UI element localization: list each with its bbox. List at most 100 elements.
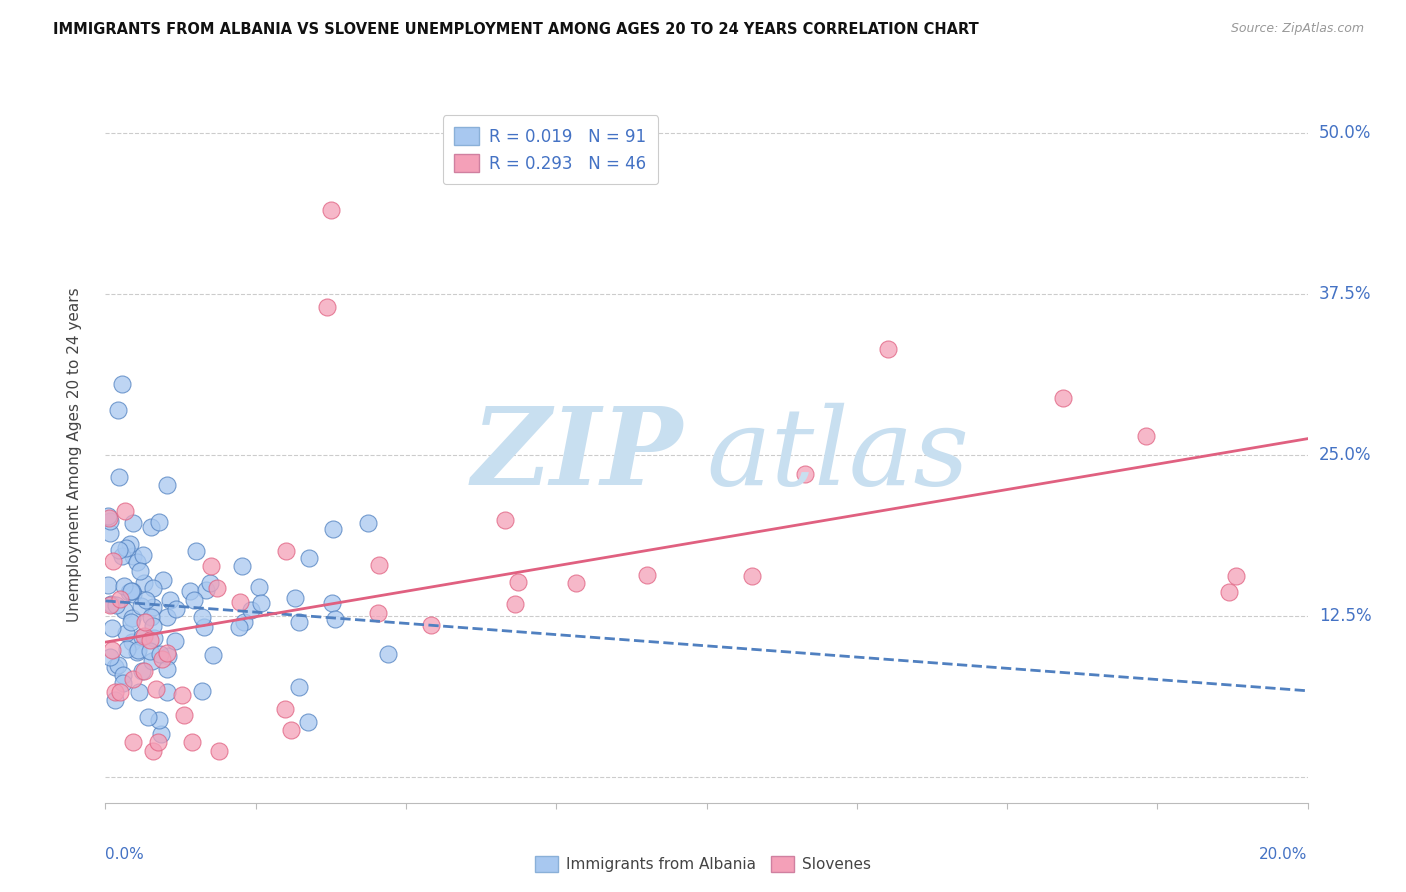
Point <box>233 615 256 630</box>
Point <box>98 514 121 528</box>
Point <box>240 603 263 617</box>
Point <box>793 467 815 481</box>
Point <box>142 619 165 633</box>
Point <box>111 549 134 563</box>
Point <box>114 625 136 640</box>
Legend: Immigrants from Albania, Slovenes: Immigrants from Albania, Slovenes <box>527 848 879 880</box>
Point <box>231 558 253 573</box>
Point <box>100 599 122 613</box>
Point <box>193 620 215 634</box>
Legend: R = 0.019   N = 91, R = 0.293   N = 46: R = 0.019 N = 91, R = 0.293 N = 46 <box>443 115 658 185</box>
Point <box>298 551 321 566</box>
Point <box>323 611 346 625</box>
Point <box>321 596 343 610</box>
Point <box>98 511 121 525</box>
Point <box>111 377 134 392</box>
Point <box>112 668 135 682</box>
Point <box>97 578 120 592</box>
Point <box>368 558 391 572</box>
Point <box>149 727 172 741</box>
Point <box>104 598 127 612</box>
Point <box>129 599 152 614</box>
Point <box>145 682 167 697</box>
Point <box>142 581 165 595</box>
Point <box>142 631 165 645</box>
Point <box>127 642 149 657</box>
Point <box>322 522 344 536</box>
Text: 20.0%: 20.0% <box>1260 847 1308 863</box>
Point <box>284 591 307 605</box>
Point <box>127 555 149 569</box>
Point <box>98 649 121 664</box>
Point <box>107 657 129 672</box>
Point <box>97 509 120 524</box>
Point <box>128 685 150 699</box>
Point <box>200 558 222 573</box>
Point <box>202 648 225 662</box>
Text: IMMIGRANTS FROM ALBANIA VS SLOVENE UNEMPLOYMENT AMONG AGES 20 TO 24 YEARS CORREL: IMMIGRANTS FROM ALBANIA VS SLOVENE UNEMP… <box>53 22 979 37</box>
Point <box>128 564 150 578</box>
Point <box>191 610 214 624</box>
Point <box>131 664 153 678</box>
Point <box>135 593 157 607</box>
Point <box>122 735 145 749</box>
Point <box>121 516 143 531</box>
Point <box>120 615 142 629</box>
Point <box>139 519 162 533</box>
Point <box>420 618 443 632</box>
Text: atlas: atlas <box>707 402 970 508</box>
Point <box>139 632 162 647</box>
Point <box>148 714 170 728</box>
Point <box>194 582 217 597</box>
Point <box>503 597 526 611</box>
Point <box>104 659 127 673</box>
Point <box>136 709 159 723</box>
Point <box>367 607 389 621</box>
Point <box>111 675 134 690</box>
Text: 37.5%: 37.5% <box>1319 285 1371 303</box>
Point <box>208 744 231 758</box>
Point <box>316 300 339 314</box>
Point <box>132 576 155 591</box>
Point <box>165 602 187 616</box>
Point <box>181 735 204 749</box>
Point <box>150 652 173 666</box>
Point <box>103 554 125 568</box>
Point <box>156 478 179 492</box>
Point <box>134 629 156 643</box>
Point <box>156 662 179 676</box>
Point <box>142 600 165 615</box>
Point <box>250 596 273 610</box>
Text: 12.5%: 12.5% <box>1319 607 1371 625</box>
Point <box>132 664 155 678</box>
Point <box>170 688 193 702</box>
Point <box>228 620 250 634</box>
Point <box>100 621 122 635</box>
Point <box>108 470 131 484</box>
Point <box>108 684 131 698</box>
Point <box>156 610 179 624</box>
Point <box>159 592 181 607</box>
Text: ZIP: ZIP <box>471 402 682 508</box>
Point <box>149 647 172 661</box>
Point <box>1135 428 1157 442</box>
Point <box>191 684 214 698</box>
Point <box>565 576 588 591</box>
Point <box>139 644 162 658</box>
Point <box>288 680 311 694</box>
Point <box>377 647 399 661</box>
Text: 0.0%: 0.0% <box>105 847 145 863</box>
Y-axis label: Unemployment Among Ages 20 to 24 years: Unemployment Among Ages 20 to 24 years <box>67 287 82 623</box>
Point <box>131 630 153 644</box>
Point <box>173 708 195 723</box>
Point <box>163 633 186 648</box>
Point <box>121 587 143 601</box>
Point <box>100 597 122 611</box>
Point <box>152 573 174 587</box>
Point <box>121 635 143 649</box>
Point <box>274 702 297 716</box>
Point <box>280 723 302 737</box>
Point <box>121 611 143 625</box>
Point <box>297 715 319 730</box>
Point <box>207 581 229 595</box>
